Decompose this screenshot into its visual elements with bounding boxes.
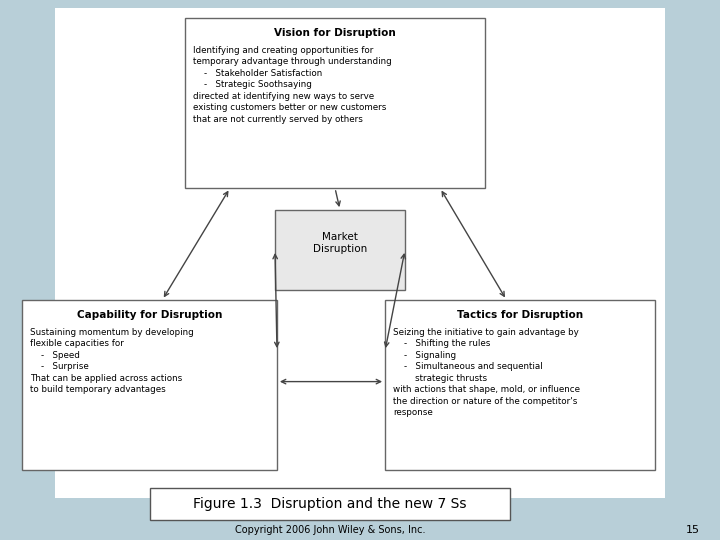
FancyArrowPatch shape: [442, 192, 504, 296]
FancyArrowPatch shape: [164, 192, 228, 296]
FancyArrowPatch shape: [273, 254, 279, 347]
Bar: [150, 488, 510, 520]
Text: Vision for Disruption: Vision for Disruption: [274, 28, 396, 38]
Bar: [385, 300, 655, 470]
Bar: [22, 300, 277, 470]
Text: Capability for Disruption: Capability for Disruption: [77, 310, 222, 320]
Text: Copyright 2006 John Wiley & Sons, Inc.: Copyright 2006 John Wiley & Sons, Inc.: [235, 525, 426, 535]
Text: Seizing the initiative to gain advantage by
    -   Shifting the rules
    -   S: Seizing the initiative to gain advantage…: [393, 328, 580, 417]
FancyArrowPatch shape: [384, 254, 405, 347]
Bar: [55, 8, 665, 498]
Bar: [185, 18, 485, 188]
Bar: [275, 210, 405, 290]
FancyArrowPatch shape: [282, 380, 381, 384]
Text: Tactics for Disruption: Tactics for Disruption: [457, 310, 583, 320]
Text: Figure 1.3  Disruption and the new 7 Ss: Figure 1.3 Disruption and the new 7 Ss: [193, 497, 467, 511]
FancyArrowPatch shape: [336, 191, 341, 206]
Text: Market
Disruption: Market Disruption: [313, 232, 367, 254]
Text: 15: 15: [686, 525, 700, 535]
Text: Identifying and creating opportunities for
temporary advantage through understan: Identifying and creating opportunities f…: [193, 46, 392, 124]
Text: Sustaining momentum by developing
flexible capacities for
    -   Speed
    -   : Sustaining momentum by developing flexib…: [30, 328, 194, 394]
